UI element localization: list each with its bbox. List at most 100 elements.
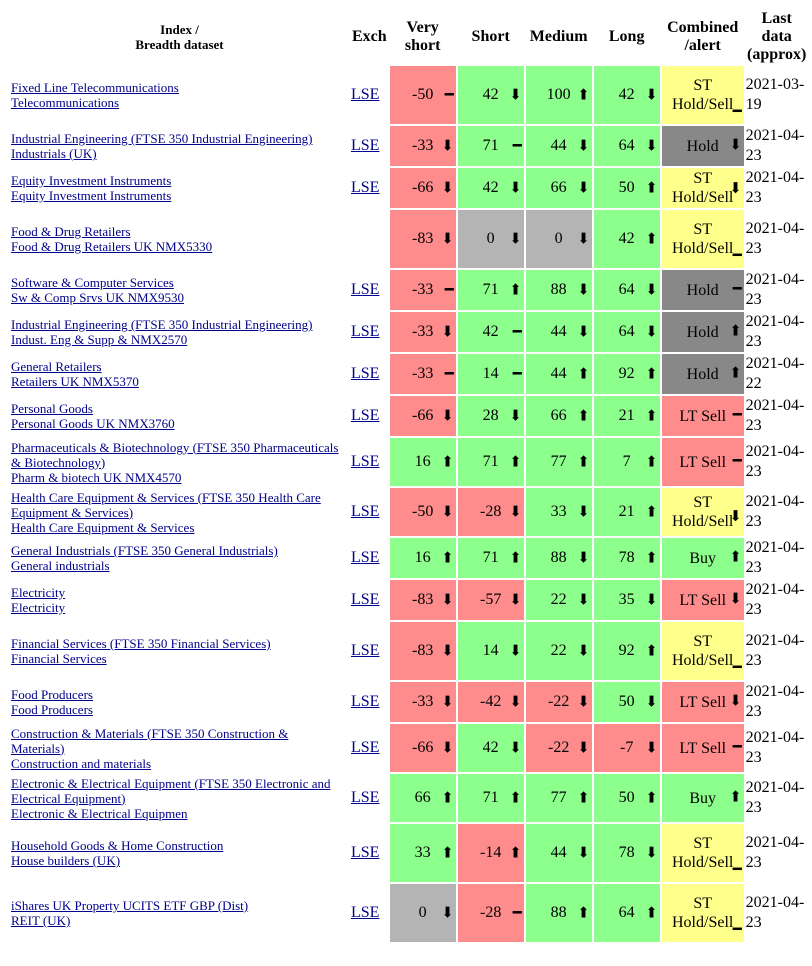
- index-link[interactable]: Food Producers: [11, 687, 93, 702]
- date-part2: 23: [745, 854, 762, 871]
- exchange-link[interactable]: LSE: [351, 739, 380, 756]
- exchange-link[interactable]: LSE: [351, 179, 380, 196]
- exchange-link[interactable]: LSE: [351, 642, 380, 659]
- breadth-dataset-link[interactable]: Financial Services: [11, 651, 107, 666]
- index-link[interactable]: Household Goods & Home Construction: [11, 838, 224, 853]
- index-link[interactable]: Industrial Engineering (FTSE 350 Industr…: [11, 131, 313, 146]
- flat-dash-icon: ━: [512, 366, 522, 383]
- very-short-signal-cell: -66 ⬇: [389, 396, 456, 436]
- breadth-dataset-link[interactable]: House builders (UK): [11, 853, 121, 868]
- breadth-dataset-link[interactable]: Electricity: [11, 600, 66, 615]
- exchange-link[interactable]: LSE: [351, 407, 380, 424]
- arrow-up-icon: ⬆: [645, 643, 658, 660]
- breadth-dataset-link[interactable]: Personal Goods UK NMX3760: [11, 416, 175, 431]
- exchange-link[interactable]: LSE: [351, 591, 380, 608]
- breadth-dataset-link[interactable]: Retailers UK NMX5370: [11, 374, 139, 389]
- date-part2: 23: [745, 601, 762, 618]
- index-link-cont[interactable]: & Biotechnology): [11, 454, 106, 470]
- breadth-dataset-link[interactable]: Electronic & Electrical Equipmen: [11, 805, 188, 821]
- index-link-cont[interactable]: Equipment & Services): [11, 504, 134, 520]
- index-link[interactable]: Equity Investment Instruments: [11, 173, 172, 188]
- combined-alert-cell: ST Hold/Sell ━: [661, 66, 744, 124]
- arrow-down-icon: ⬇: [577, 282, 590, 299]
- breadth-dataset-link[interactable]: General industrials: [11, 558, 110, 573]
- flat-dash-icon: ━: [444, 87, 454, 104]
- arrow-up-icon: ⬆: [509, 454, 522, 471]
- short-signal-cell: 42 ⬇: [457, 66, 524, 124]
- breadth-dataset-link[interactable]: Food Producers: [11, 702, 93, 717]
- exch-cell: LSE: [351, 312, 388, 352]
- short-signal-cell: 42 ⬇: [457, 168, 524, 208]
- very-short-signal-cell: 33 ⬆: [389, 824, 456, 882]
- exchange-link[interactable]: LSE: [351, 549, 380, 566]
- long-signal-cell: 21 ⬆: [593, 396, 660, 436]
- date-part1: 2021-04-: [745, 894, 805, 911]
- short-signal-cell: 14 ⬇: [457, 622, 524, 680]
- long-signal-cell: 50 ⬇: [593, 682, 660, 722]
- exchange-link[interactable]: LSE: [351, 844, 380, 861]
- index-link[interactable]: Software & Computer Services: [11, 275, 174, 290]
- exchange-link[interactable]: LSE: [351, 365, 380, 382]
- breadth-dataset-link[interactable]: Sw & Comp Srvs UK NMX9530: [11, 290, 184, 305]
- exchange-link[interactable]: LSE: [351, 904, 380, 921]
- exchange-link[interactable]: LSE: [351, 323, 380, 340]
- combined-label-line2: Hold/Sell: [672, 652, 734, 669]
- arrow-up-icon: ⬆: [729, 789, 742, 806]
- index-link[interactable]: Industrial Engineering (FTSE 350 Industr…: [11, 317, 313, 332]
- exchange-link[interactable]: LSE: [351, 503, 380, 520]
- flat-dash-icon: ━: [732, 248, 742, 264]
- breadth-dataset-link[interactable]: Health Care Equipment & Services: [11, 519, 195, 535]
- exch-cell: LSE: [351, 580, 388, 620]
- breadth-dataset-link[interactable]: Construction and materials: [11, 755, 152, 771]
- index-link[interactable]: Personal Goods: [11, 401, 93, 416]
- very-short-value: 66: [414, 789, 431, 806]
- index-link[interactable]: General Industrials (FTSE 350 General In…: [11, 543, 278, 558]
- breadth-dataset-link[interactable]: Pharm & biotech UK NMX4570: [11, 469, 182, 485]
- long-signal-cell: 64 ⬇: [593, 312, 660, 352]
- table-row: Financial Services (FTSE 350 Financial S…: [10, 622, 808, 680]
- exchange-link[interactable]: LSE: [351, 789, 380, 806]
- col-header-short: Short: [471, 28, 510, 45]
- breadth-dataset-link[interactable]: Food & Drug Retailers UK NMX5330: [11, 239, 213, 254]
- exchange-link[interactable]: LSE: [351, 86, 380, 103]
- index-link[interactable]: Health Care Equipment & Services (FTSE 3…: [11, 489, 321, 505]
- combined-label-line2: Hold/Sell: [672, 189, 734, 206]
- index-link[interactable]: Electronic & Electrical Equipment (FTSE …: [11, 775, 331, 791]
- breadth-dataset-link[interactable]: REIT (UK): [11, 913, 71, 928]
- breadth-dataset-link[interactable]: Industrials (UK): [11, 146, 97, 161]
- arrow-down-icon: ⬇: [509, 740, 522, 757]
- exchange-link[interactable]: LSE: [351, 453, 380, 470]
- short-value: 71: [482, 281, 499, 298]
- index-link[interactable]: Food & Drug Retailers: [11, 224, 131, 239]
- index-link[interactable]: Fixed Line Telecommunications: [11, 80, 179, 95]
- exch-cell: LSE: [351, 774, 388, 822]
- index-link[interactable]: Pharmaceuticals & Biotechnology (FTSE 35…: [11, 439, 339, 455]
- breadth-dataset-link[interactable]: Telecommunications: [11, 95, 120, 110]
- short-signal-cell: 71 ━: [457, 126, 524, 166]
- arrow-up-icon: ⬆: [577, 454, 590, 471]
- index-link[interactable]: General Retailers: [11, 359, 102, 374]
- table-row: General Retailers Retailers UK NMX5370 LSE…: [10, 354, 808, 394]
- arrow-down-icon: ⬇: [441, 231, 454, 248]
- flat-dash-icon: ━: [512, 324, 522, 341]
- arrow-up-icon: ⬆: [645, 454, 658, 471]
- short-signal-cell: 14 ━: [457, 354, 524, 394]
- index-link[interactable]: Electricity: [11, 585, 66, 600]
- arrow-down-icon: ⬇: [729, 509, 742, 525]
- breadth-dataset-link[interactable]: Equity Investment Instruments: [11, 188, 172, 203]
- exch-cell: LSE: [351, 622, 388, 680]
- exchange-link[interactable]: LSE: [351, 281, 380, 298]
- exchange-link[interactable]: LSE: [351, 693, 380, 710]
- index-link-cont[interactable]: Materials): [11, 740, 65, 756]
- flat-dash-icon: ━: [732, 862, 742, 878]
- index-link[interactable]: Financial Services (FTSE 350 Financial S…: [11, 636, 271, 651]
- date-part1: 2021-04-: [745, 729, 805, 746]
- combined-label-line2: Hold/Sell: [672, 854, 734, 871]
- index-link-cont[interactable]: Electrical Equipment): [11, 790, 126, 806]
- index-link[interactable]: Construction & Materials (FTSE 350 Const…: [11, 725, 289, 741]
- table-row: Construction & Materials (FTSE 350 Const…: [10, 724, 808, 772]
- index-link[interactable]: iShares UK Property UCITS ETF GBP (Dist): [11, 898, 249, 913]
- arrow-down-icon: ⬇: [577, 504, 590, 521]
- exchange-link[interactable]: LSE: [351, 137, 380, 154]
- breadth-dataset-link[interactable]: Indust. Eng & Supp & NMX2570: [11, 332, 188, 347]
